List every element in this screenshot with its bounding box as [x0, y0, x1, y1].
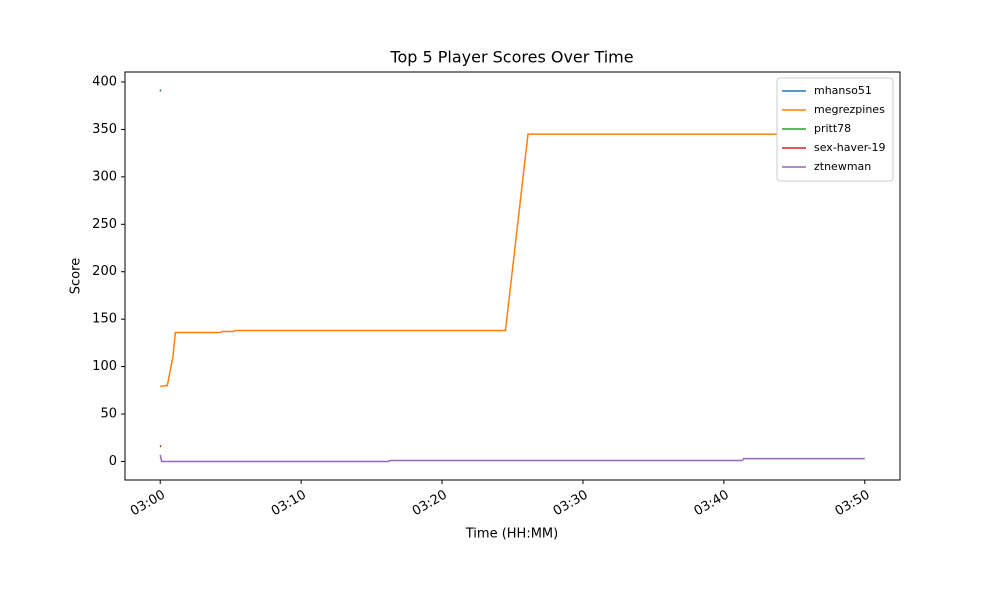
- y-tick-label: 250: [92, 217, 117, 232]
- legend-label: mhanso51: [814, 84, 872, 97]
- legend-label: ztnewman: [814, 160, 871, 173]
- y-tick-label: 100: [92, 359, 117, 374]
- series-line: [159, 454, 865, 463]
- y-axis-label: Score: [69, 258, 84, 294]
- y-tick-label: 150: [92, 312, 117, 327]
- plot-frame: [124, 71, 901, 481]
- x-axis-label: Time (HH:MM): [465, 527, 558, 542]
- y-tick-label: 300: [92, 169, 117, 184]
- y-tick-label: 200: [92, 264, 117, 279]
- legend-box: [776, 77, 894, 182]
- y-tick-label: 50: [100, 407, 117, 422]
- y-tick-label: 0: [109, 454, 117, 469]
- series-line: [160, 133, 865, 388]
- series-line: [159, 444, 162, 447]
- y-tick-label: 350: [92, 122, 117, 137]
- y-tick-label: 400: [92, 75, 117, 90]
- chart-title: Top 5 Player Scores Over Time: [389, 48, 633, 67]
- legend-label: megrezpines: [814, 103, 885, 116]
- legend-label: sex-haver-19: [814, 141, 886, 154]
- legend-label: pritt78: [814, 122, 851, 135]
